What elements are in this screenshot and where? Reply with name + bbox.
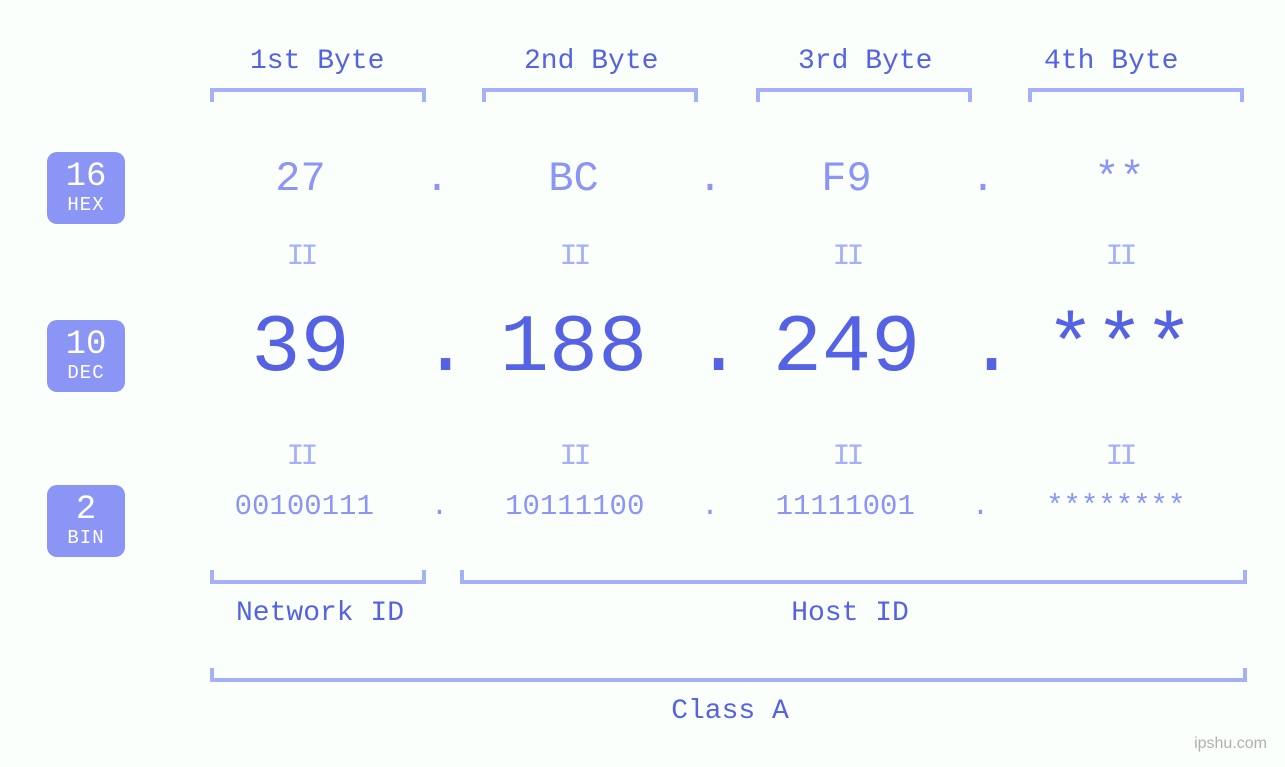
equals-icon: II — [726, 440, 967, 474]
dot: . — [967, 302, 999, 395]
dec-byte-1: 39 — [180, 302, 421, 395]
equals-icon: II — [726, 240, 967, 274]
hex-byte-3: F9 — [726, 155, 967, 203]
watermark: ipshu.com — [1194, 735, 1267, 753]
equals-icon: II — [180, 240, 421, 274]
top-bracket-3 — [756, 88, 972, 102]
badge-dec: 10 DEC — [47, 320, 125, 392]
network-id-bracket — [210, 570, 426, 584]
dot: . — [967, 155, 999, 203]
equals-row-2: II II II II — [180, 440, 1240, 474]
hex-row: 27 . BC . F9 . ** — [180, 155, 1240, 203]
equals-icon: II — [453, 440, 694, 474]
badge-dec-num: 10 — [47, 328, 125, 364]
equals-icon: II — [999, 440, 1240, 474]
badge-bin-num: 2 — [47, 493, 125, 529]
bin-byte-1: 00100111 — [180, 490, 429, 523]
network-id-label: Network ID — [230, 598, 410, 629]
dot: . — [970, 490, 992, 523]
host-id-label: Host ID — [740, 598, 960, 629]
byte-label-2: 2nd Byte — [524, 46, 658, 77]
badge-hex-lbl: HEX — [47, 196, 125, 216]
byte-label-3: 3rd Byte — [798, 46, 932, 77]
hex-byte-1: 27 — [180, 155, 421, 203]
bin-byte-2: 10111100 — [451, 490, 700, 523]
hex-byte-4: ** — [999, 155, 1240, 203]
host-id-bracket — [460, 570, 1247, 584]
dec-byte-3: 249 — [726, 302, 967, 395]
dot: . — [421, 155, 453, 203]
badge-hex: 16 HEX — [47, 152, 125, 224]
badge-hex-num: 16 — [47, 160, 125, 196]
bin-byte-4: ******** — [992, 490, 1241, 523]
dot: . — [421, 302, 453, 395]
dec-row: 39 . 188 . 249 . *** — [180, 302, 1240, 395]
equals-icon: II — [453, 240, 694, 274]
badge-bin-lbl: BIN — [47, 529, 125, 549]
hex-byte-2: BC — [453, 155, 694, 203]
class-bracket — [210, 668, 1247, 682]
dot: . — [694, 155, 726, 203]
badge-bin: 2 BIN — [47, 485, 125, 557]
dot: . — [694, 302, 726, 395]
equals-icon: II — [180, 440, 421, 474]
bin-row: 00100111 . 10111100 . 11111001 . *******… — [180, 490, 1240, 523]
dot: . — [429, 490, 451, 523]
ip-diagram: 1st Byte 2nd Byte 3rd Byte 4th Byte 16 H… — [0, 0, 1285, 767]
class-label: Class A — [640, 696, 820, 727]
byte-label-4: 4th Byte — [1044, 46, 1178, 77]
equals-row-1: II II II II — [180, 240, 1240, 274]
dot: . — [699, 490, 721, 523]
badge-dec-lbl: DEC — [47, 364, 125, 384]
dec-byte-2: 188 — [453, 302, 694, 395]
byte-label-1: 1st Byte — [250, 46, 384, 77]
bin-byte-3: 11111001 — [721, 490, 970, 523]
top-bracket-2 — [482, 88, 698, 102]
top-bracket-1 — [210, 88, 426, 102]
dec-byte-4: *** — [999, 302, 1240, 395]
top-bracket-4 — [1028, 88, 1244, 102]
equals-icon: II — [999, 240, 1240, 274]
